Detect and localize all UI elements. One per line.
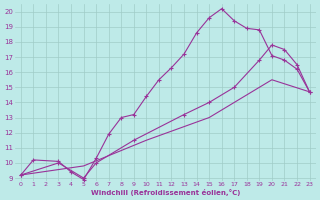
- X-axis label: Windchill (Refroidissement éolien,°C): Windchill (Refroidissement éolien,°C): [91, 189, 240, 196]
